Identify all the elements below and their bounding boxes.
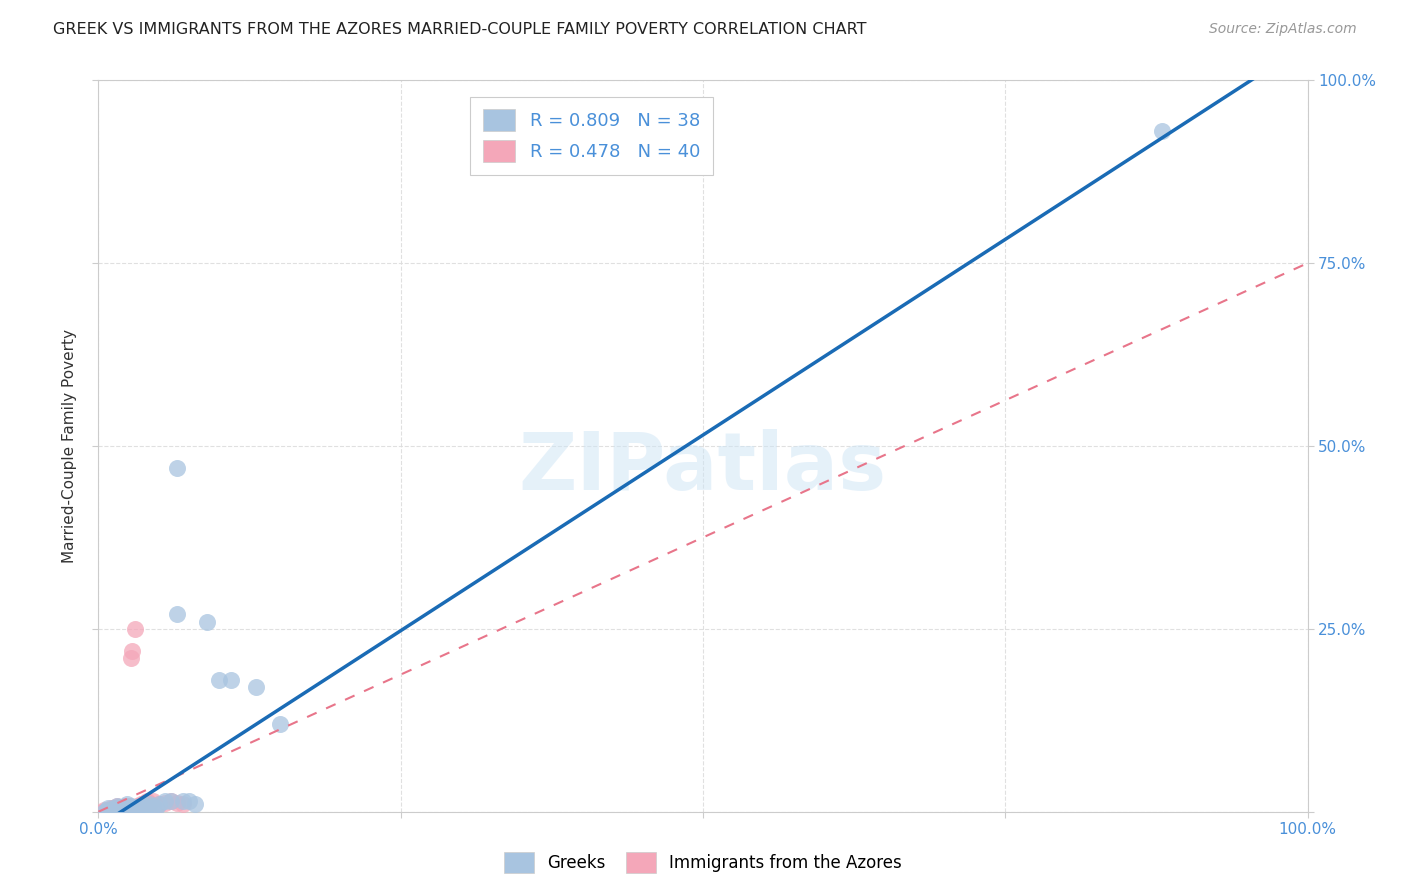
Point [166, 796, 188, 810]
Point [108, 800, 131, 814]
Point [111, 801, 134, 815]
Point [91, 805, 114, 819]
Point [145, 798, 167, 813]
Point [195, 615, 218, 629]
Point [98, 803, 121, 817]
Point [134, 798, 156, 813]
Point [121, 803, 143, 817]
Point [135, 798, 157, 813]
Text: GREEK VS IMMIGRANTS FROM THE AZORES MARRIED-COUPLE FAMILY POVERTY CORRELATION CH: GREEK VS IMMIGRANTS FROM THE AZORES MARR… [53, 22, 868, 37]
Point [114, 798, 136, 813]
Point [110, 803, 132, 817]
Point [108, 800, 131, 814]
Point [115, 800, 138, 814]
Point [101, 801, 124, 815]
Point [100, 801, 122, 815]
Point [127, 798, 149, 813]
Point [1152, 124, 1174, 138]
Point [138, 796, 160, 810]
Point [148, 797, 170, 812]
Point [269, 717, 291, 731]
Point [97, 805, 120, 819]
Point [145, 801, 167, 815]
Point [179, 794, 201, 808]
Point [142, 794, 165, 808]
Point [129, 801, 152, 815]
Point [134, 796, 156, 810]
Point [166, 461, 188, 475]
Point [114, 798, 136, 813]
Point [96, 803, 118, 817]
Point [124, 801, 146, 815]
Point [97, 801, 120, 815]
Point [117, 799, 139, 814]
Point [100, 803, 122, 817]
Point [160, 794, 183, 808]
Y-axis label: Married-Couple Family Poverty: Married-Couple Family Poverty [62, 329, 77, 563]
Point [172, 794, 194, 808]
Point [93, 803, 115, 817]
Point [100, 805, 122, 819]
Point [138, 797, 160, 812]
Point [107, 803, 129, 817]
Point [153, 794, 176, 808]
Point [121, 644, 143, 658]
Point [129, 797, 152, 812]
Text: ZIPatlas: ZIPatlas [519, 429, 887, 507]
Point [127, 799, 149, 814]
Point [184, 797, 207, 812]
Point [94, 805, 117, 819]
Point [120, 798, 142, 813]
Point [221, 673, 243, 687]
Point [208, 673, 231, 687]
Point [142, 798, 165, 813]
Point [166, 607, 188, 622]
Point [100, 803, 122, 817]
Point [111, 801, 134, 815]
Point [108, 803, 131, 817]
Point [93, 805, 115, 819]
Point [105, 798, 128, 813]
Point [107, 801, 129, 815]
Point [117, 797, 139, 812]
Point [103, 802, 125, 816]
Point [118, 798, 141, 813]
Point [112, 800, 135, 814]
Point [135, 794, 157, 808]
Point [172, 797, 194, 812]
Point [103, 801, 125, 815]
Point [105, 798, 128, 813]
Point [118, 801, 141, 815]
Legend: Greeks, Immigrants from the Azores: Greeks, Immigrants from the Azores [498, 846, 908, 880]
Point [105, 799, 128, 814]
Point [104, 801, 127, 815]
Point [160, 794, 183, 808]
Point [124, 622, 146, 636]
Text: Source: ZipAtlas.com: Source: ZipAtlas.com [1209, 22, 1357, 37]
Point [120, 651, 142, 665]
Legend: R = 0.809   N = 38, R = 0.478   N = 40: R = 0.809 N = 38, R = 0.478 N = 40 [470, 96, 713, 175]
Point [110, 803, 132, 817]
Point [96, 803, 118, 817]
Point [153, 796, 176, 810]
Point [245, 681, 267, 695]
Point [101, 803, 124, 817]
Point [148, 797, 170, 812]
Point [91, 805, 114, 819]
